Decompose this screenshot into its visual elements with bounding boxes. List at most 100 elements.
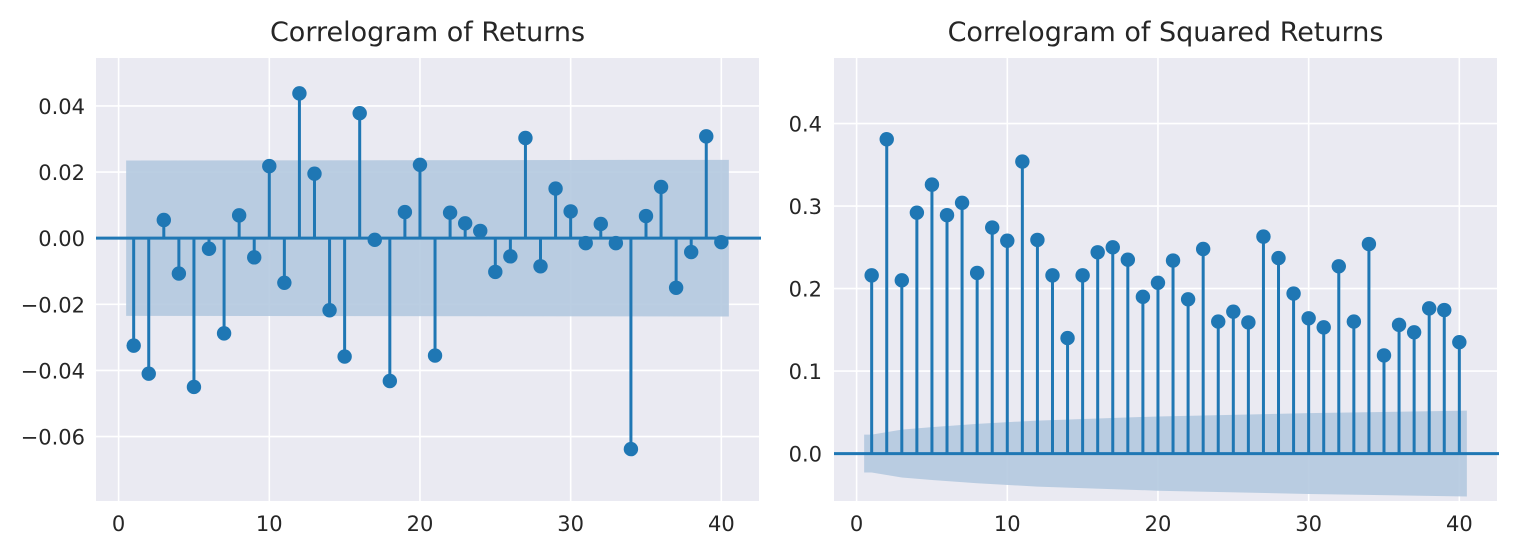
- acf-marker: [1060, 330, 1075, 346]
- acf-marker: [1211, 314, 1226, 329]
- squared-returns-correlogram-panel: 0 10 20 30 40 0.0 0.1 0.2 0.3 0.4 Correlogram of S…: [789, 17, 1499, 536]
- acf-marker: [638, 208, 654, 224]
- acf-marker: [1015, 154, 1030, 169]
- acf-marker: [1241, 315, 1256, 330]
- returns-correlogram-panel: 0 10 20 30 40 −0.06 −0.04 −0.02 0.00 0.02 0.04 Corr…: [21, 17, 761, 536]
- acf-marker: [1346, 314, 1362, 329]
- acf-marker: [1391, 317, 1407, 333]
- x-tick-label: 10: [256, 512, 283, 536]
- acf-marker: [337, 349, 352, 364]
- acf-marker: [442, 205, 458, 220]
- acf-marker: [141, 366, 156, 381]
- acf-marker: [412, 157, 428, 172]
- y-tick-label: 0.0: [789, 443, 822, 467]
- acf-marker: [533, 259, 548, 274]
- acf-marker: [1376, 348, 1392, 363]
- acf-marker: [1030, 232, 1045, 248]
- y-tick-label: 0.2: [789, 278, 822, 302]
- acf-marker: [1437, 302, 1452, 318]
- acf-marker: [1105, 240, 1120, 255]
- acf-marker: [1165, 253, 1181, 268]
- x-tick-label: 0: [850, 512, 863, 536]
- acf-marker: [126, 338, 141, 353]
- acf-marker: [1331, 259, 1346, 274]
- acf-marker: [548, 181, 563, 196]
- acf-marker: [171, 266, 187, 281]
- x-tick-label: 20: [407, 512, 434, 536]
- acf-marker: [216, 326, 232, 341]
- y-tick-label: −0.06: [21, 426, 85, 450]
- acf-marker: [653, 179, 669, 195]
- acf-marker: [503, 249, 518, 264]
- y-tick-label: 0.3: [789, 195, 822, 219]
- acf-marker: [322, 303, 337, 318]
- acf-marker: [247, 250, 262, 265]
- acf-marker: [1120, 252, 1136, 267]
- acf-marker: [985, 220, 1000, 235]
- acf-marker: [231, 208, 247, 223]
- acf-marker: [1000, 233, 1015, 248]
- acf-marker: [1421, 301, 1437, 316]
- acf-marker: [518, 130, 533, 146]
- acf-marker: [397, 204, 413, 220]
- acf-marker: [307, 166, 322, 181]
- acf-marker: [1226, 304, 1241, 319]
- acf-marker: [277, 275, 292, 291]
- x-tick-label: 30: [1295, 512, 1322, 536]
- y-tick-label: −0.04: [21, 359, 85, 383]
- acf-marker: [382, 373, 398, 389]
- acf-marker: [186, 379, 202, 395]
- acf-marker: [954, 195, 970, 210]
- chart-title: Correlogram of Returns: [270, 17, 585, 48]
- acf-marker: [201, 241, 217, 256]
- acf-marker: [367, 232, 382, 248]
- acf-marker: [699, 129, 714, 144]
- acf-marker: [578, 235, 593, 251]
- x-tick-label: 10: [994, 512, 1021, 536]
- acf-marker: [1090, 245, 1105, 260]
- acf-marker: [1271, 250, 1286, 266]
- acf-marker: [1361, 236, 1377, 252]
- acf-marker: [1406, 325, 1422, 340]
- acf-marker: [714, 234, 729, 250]
- acf-marker: [683, 244, 699, 260]
- acf-marker: [1301, 311, 1316, 326]
- acf-marker: [879, 132, 894, 147]
- acf-marker: [1316, 320, 1331, 335]
- acf-marker: [1045, 268, 1060, 283]
- acf-marker: [939, 207, 955, 223]
- acf-marker: [1256, 229, 1271, 244]
- acf-marker: [894, 273, 910, 288]
- y-tick-label: 0.04: [38, 95, 85, 119]
- acf-marker: [608, 235, 624, 251]
- x-tick-label: 30: [557, 512, 584, 536]
- acf-marker: [1195, 241, 1211, 257]
- y-tick-label: −0.02: [21, 293, 85, 317]
- acf-marker: [262, 158, 277, 174]
- x-tick-label: 40: [1446, 512, 1473, 536]
- acf-marker: [1075, 268, 1090, 283]
- acf-marker: [593, 216, 608, 232]
- acf-marker: [969, 265, 985, 281]
- x-tick-label: 0: [112, 512, 125, 536]
- acf-marker: [909, 205, 925, 220]
- acf-marker: [563, 204, 578, 219]
- acf-marker: [1135, 289, 1151, 305]
- acf-marker: [292, 86, 307, 101]
- acf-marker: [1452, 334, 1467, 350]
- chart-title: Correlogram of Squared Returns: [948, 17, 1384, 48]
- acf-marker: [488, 264, 503, 280]
- acf-marker: [623, 441, 639, 457]
- y-tick-label: 0.00: [38, 227, 85, 251]
- acf-marker: [457, 216, 473, 231]
- acf-marker: [924, 177, 940, 192]
- y-tick-label: 0.4: [789, 113, 822, 137]
- acf-marker: [668, 280, 684, 295]
- acf-marker: [1150, 275, 1166, 290]
- acf-marker: [1286, 286, 1301, 301]
- x-tick-label: 40: [708, 512, 735, 536]
- x-tick-label: 20: [1145, 512, 1172, 536]
- acf-marker: [427, 348, 443, 363]
- y-tick-label: 0.1: [789, 360, 822, 384]
